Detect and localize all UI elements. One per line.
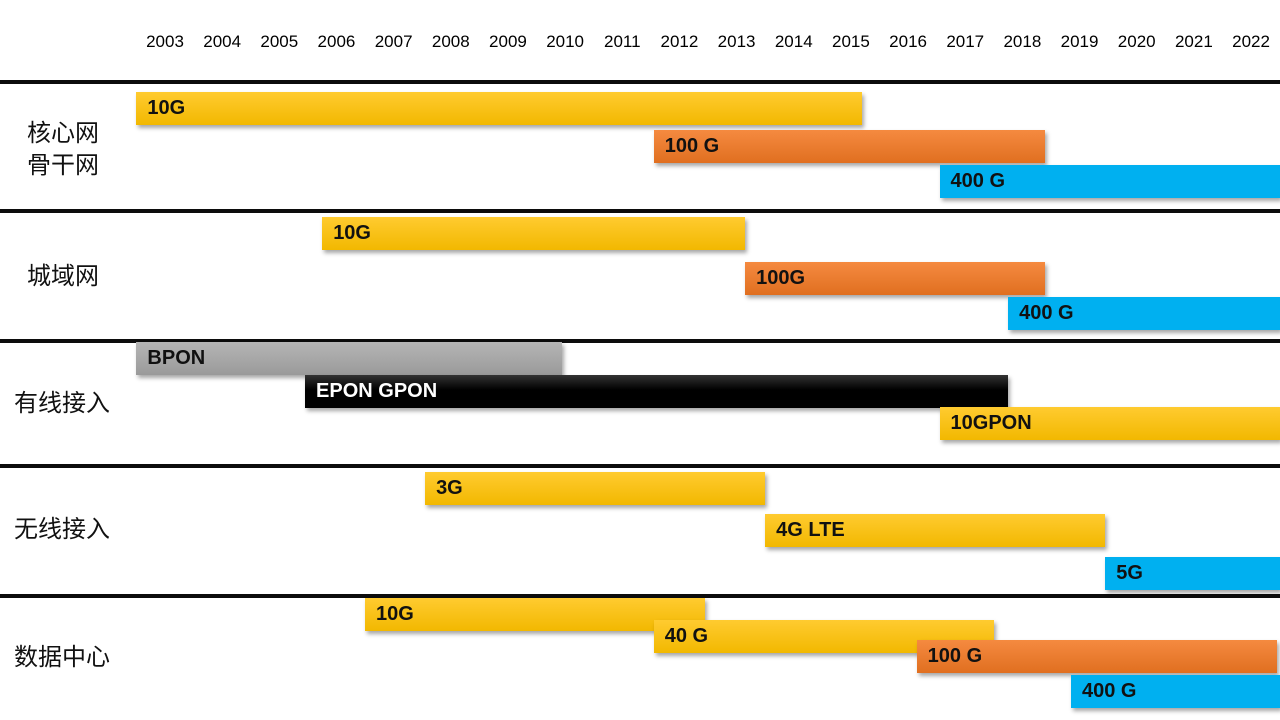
year-tick-label: 2009 bbox=[489, 32, 527, 51]
year-tick-label: 2021 bbox=[1174, 32, 1213, 51]
year-tick-label: 2019 bbox=[1060, 32, 1099, 51]
row-label: 无线接入 bbox=[14, 515, 110, 543]
row-divider bbox=[0, 80, 1280, 84]
row-label: 数据中心 bbox=[14, 643, 110, 671]
year-tick-label: 2003 bbox=[146, 32, 184, 51]
timeline-bar: 4G LTE bbox=[765, 514, 1106, 547]
timeline-bar: BPON bbox=[136, 342, 563, 375]
timeline-bar: 5G bbox=[1105, 557, 1280, 590]
timeline-bar: 400 G bbox=[1070, 675, 1280, 708]
year-tick-label: 2007 bbox=[374, 32, 413, 51]
timeline-bar: EPON GPON bbox=[305, 375, 1009, 408]
timeline-bar: 100 G bbox=[916, 640, 1277, 673]
timeline-bar: 100G bbox=[745, 262, 1046, 295]
row-divider bbox=[0, 464, 1280, 468]
year-tick-label: 2010 bbox=[546, 32, 585, 51]
year-tick-label: 2004 bbox=[203, 32, 242, 51]
year-tick-label: 2018 bbox=[1003, 32, 1042, 51]
timeline-bar: 10G bbox=[136, 92, 863, 125]
timeline-bar: 10G bbox=[322, 217, 746, 250]
year-tick-label: 2016 bbox=[889, 32, 927, 51]
timeline-bar: 400 G bbox=[1008, 297, 1280, 330]
year-tick-label: 2017 bbox=[946, 32, 985, 51]
timeline-bar: 400 G bbox=[939, 165, 1280, 198]
year-tick-label: 2013 bbox=[717, 32, 756, 51]
year-tick-label: 2005 bbox=[260, 32, 299, 51]
year-tick-label: 2011 bbox=[603, 32, 641, 51]
row-divider bbox=[0, 339, 1280, 343]
year-tick-label: 2008 bbox=[431, 32, 470, 51]
timeline-bar: 100 G bbox=[653, 130, 1046, 163]
row-divider bbox=[0, 594, 1280, 598]
year-tick-label: 2012 bbox=[660, 32, 699, 51]
timeline-bar: 3G bbox=[425, 472, 766, 505]
row-divider bbox=[0, 209, 1280, 213]
year-tick-label: 2014 bbox=[774, 32, 813, 51]
row-label: 城域网 bbox=[27, 262, 99, 290]
row-label: 有线接入 bbox=[14, 389, 110, 417]
year-tick-label: 2015 bbox=[831, 32, 870, 51]
year-tick-label: 2020 bbox=[1117, 32, 1156, 51]
row-label: 核心网 骨干网 bbox=[27, 119, 99, 179]
timeline-bar: 10GPON bbox=[939, 407, 1280, 440]
year-tick-label: 2006 bbox=[317, 32, 356, 51]
year-tick-label: 2022 bbox=[1232, 32, 1270, 51]
timeline-bar: 10G bbox=[365, 598, 706, 631]
